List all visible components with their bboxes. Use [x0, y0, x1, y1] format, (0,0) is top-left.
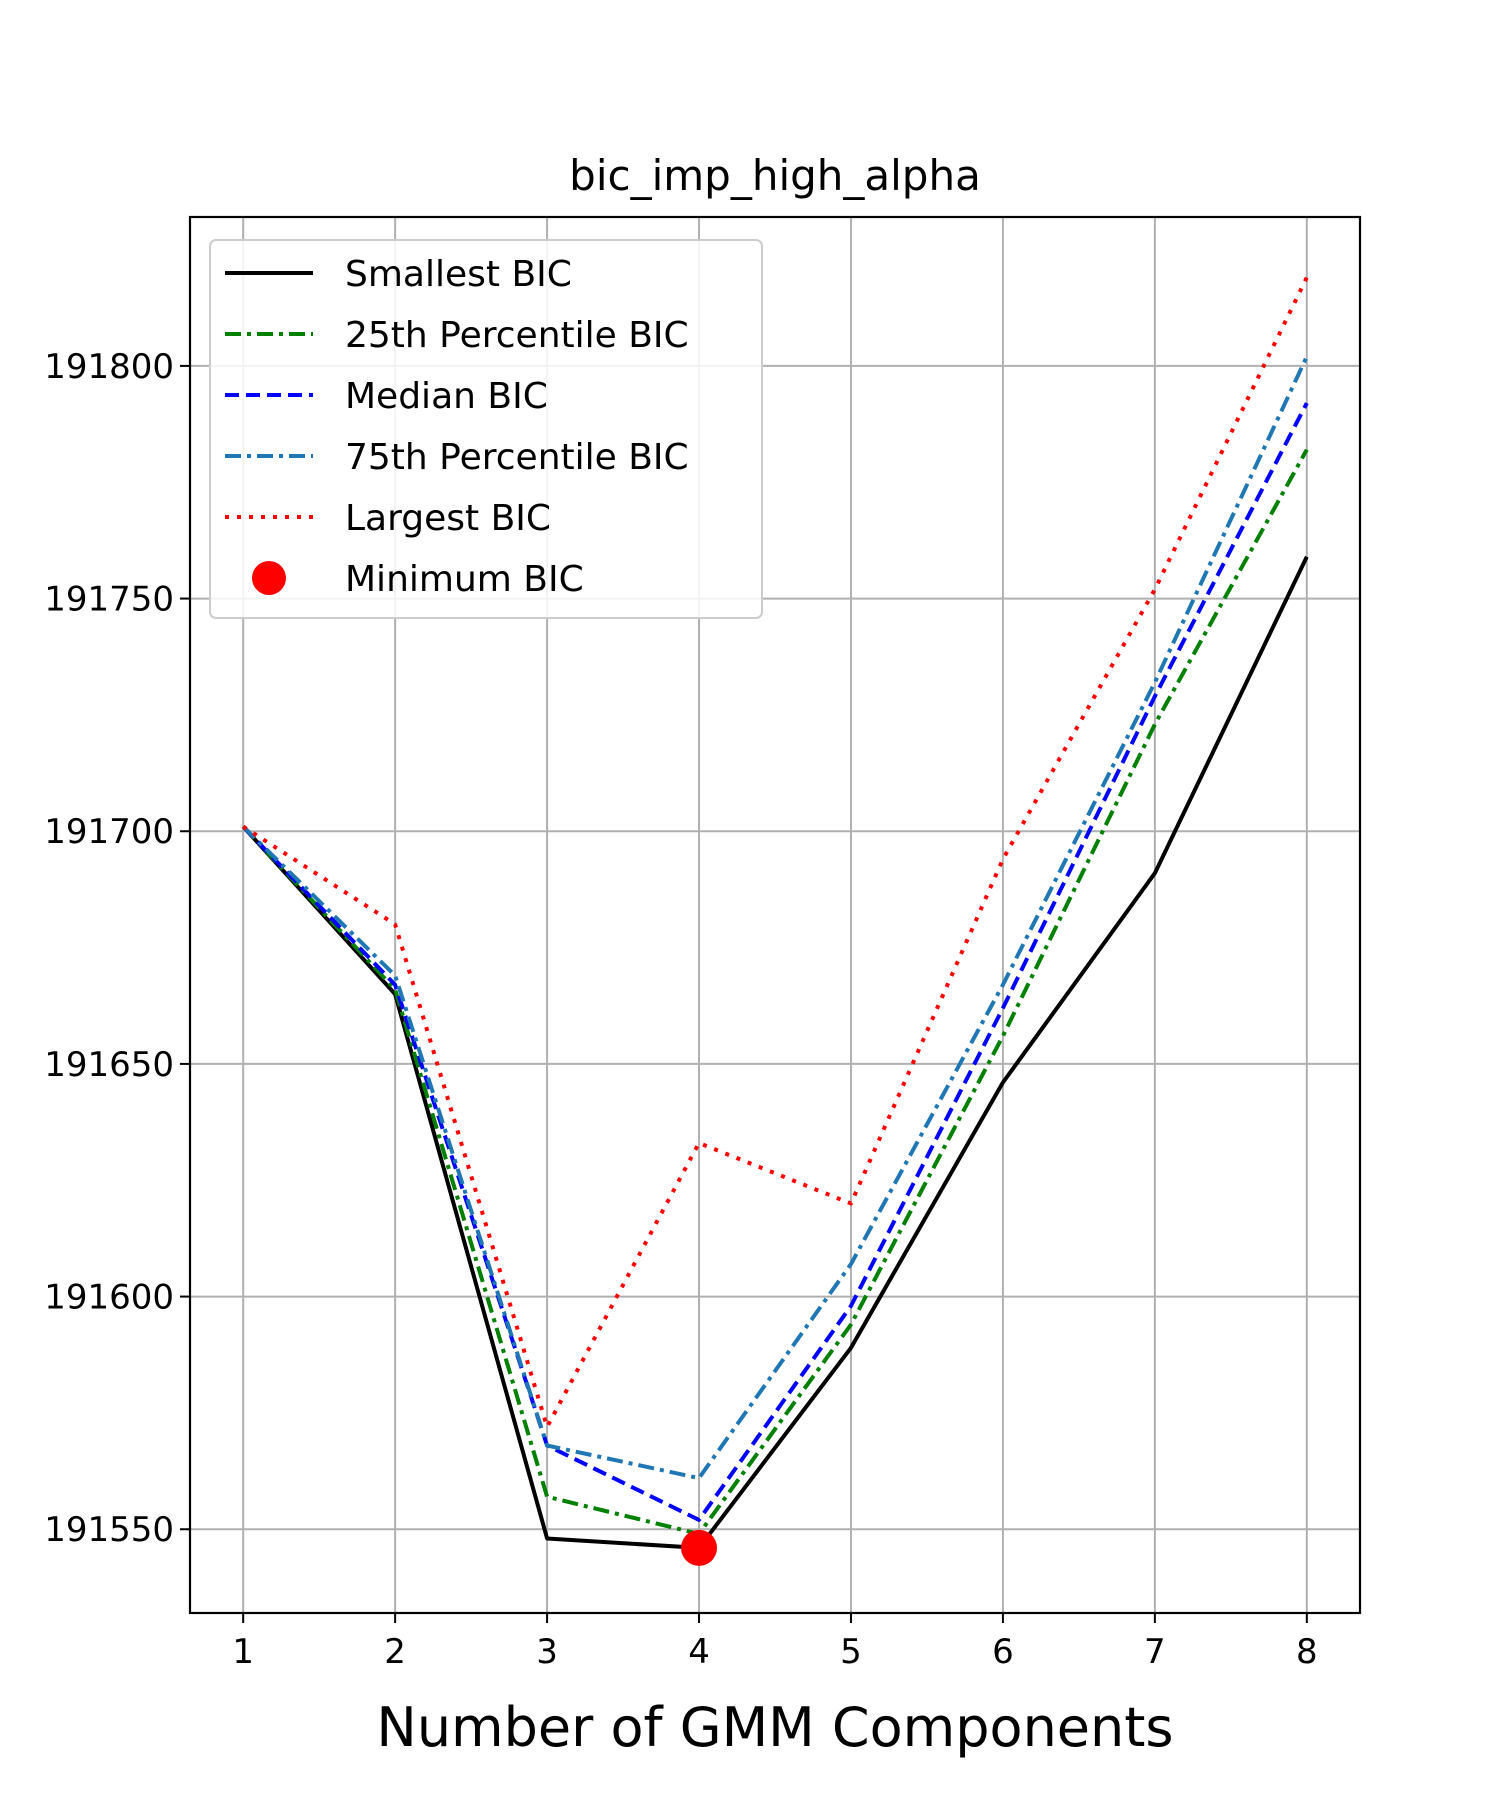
series-lines — [241, 276, 1309, 1550]
legend-swatch — [252, 561, 286, 595]
x-axis-label: Number of GMM Components — [376, 1696, 1173, 1759]
series-line — [241, 402, 1309, 1522]
minimum-marker-layer — [681, 1529, 718, 1566]
y-tick-label: 191650 — [44, 1045, 174, 1085]
minimum-bic-point — [681, 1529, 718, 1566]
legend-label: Largest BIC — [345, 498, 551, 539]
series-line — [242, 276, 1309, 1429]
y-tick-label: 191550 — [44, 1510, 174, 1550]
legend-label: 25th Percentile BIC — [345, 315, 689, 356]
chart-title: bic_imp_high_alpha — [569, 151, 981, 200]
x-tick-label: 4 — [688, 1632, 710, 1672]
y-tick-label: 191700 — [44, 812, 174, 852]
x-tick-label: 2 — [384, 1632, 406, 1672]
legend-label: Minimum BIC — [345, 559, 584, 600]
legend-label: Median BIC — [345, 376, 548, 417]
legend-box — [209, 239, 763, 619]
y-axis-ticks: 191550 191600 191650 191700 191750 191800 — [44, 347, 190, 1550]
plot-frame — [188, 215, 1362, 1615]
series-line — [241, 355, 1309, 1481]
x-tick-label: 5 — [840, 1632, 862, 1672]
series-line — [241, 555, 1309, 1550]
legend: Smallest BIC 25th Percentile BIC Median BI… — [209, 239, 763, 619]
legend-label: Smallest BIC — [345, 254, 572, 295]
legend-items: Smallest BIC 25th Percentile BIC Median BI… — [225, 254, 689, 600]
y-tick-label: 191800 — [44, 347, 174, 387]
x-tick-label: 8 — [1296, 1632, 1318, 1672]
x-tick-label: 7 — [1144, 1632, 1166, 1672]
x-tick-label: 1 — [232, 1632, 254, 1672]
y-tick-label: 191600 — [44, 1278, 174, 1318]
x-tick-label: 6 — [992, 1632, 1014, 1672]
y-tick-label: 191750 — [44, 580, 174, 620]
x-axis-ticks: 1 2 3 4 5 6 7 8 — [232, 1613, 1318, 1672]
legend-label: 75th Percentile BIC — [345, 437, 689, 478]
series-line — [241, 448, 1309, 1536]
x-tick-label: 3 — [536, 1632, 558, 1672]
